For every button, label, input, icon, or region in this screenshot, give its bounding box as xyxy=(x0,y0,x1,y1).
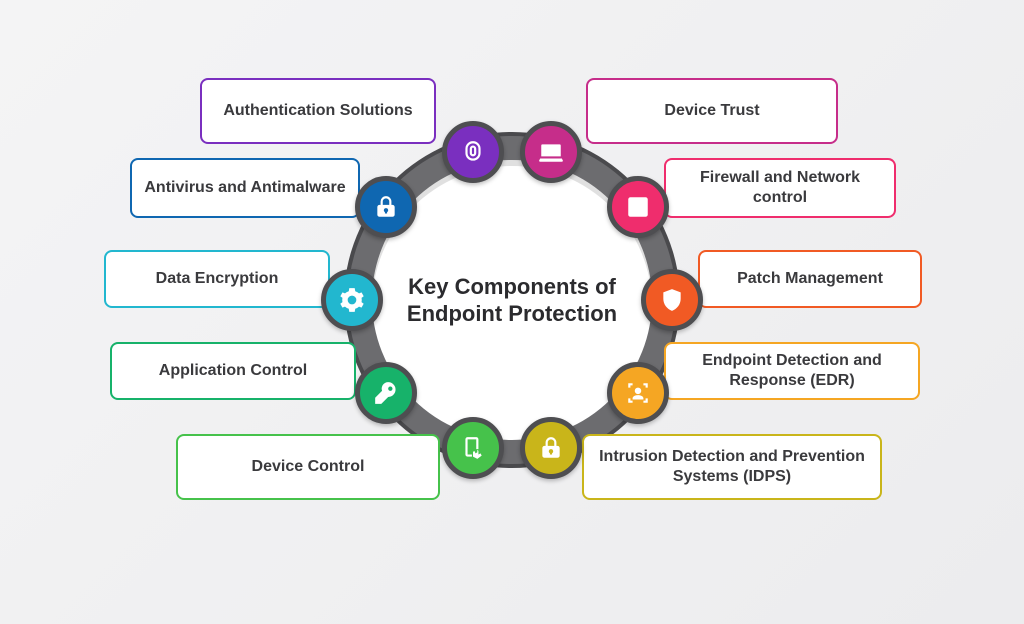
node-auth xyxy=(442,121,504,183)
gear-head-icon xyxy=(339,287,365,313)
fingerprint-icon xyxy=(460,139,486,165)
label-auth: Authentication Solutions xyxy=(200,78,436,144)
label-edr: Endpoint Detection and Response (EDR) xyxy=(664,342,920,400)
node-edr xyxy=(607,362,669,424)
label-antivirus: Antivirus and Antimalware xyxy=(130,158,360,218)
laptop-icon xyxy=(538,139,564,165)
node-encryption xyxy=(321,269,383,331)
label-text-idps: Intrusion Detection and Prevention Syste… xyxy=(594,447,870,487)
label-patch: Patch Management xyxy=(698,250,922,308)
node-patch xyxy=(641,269,703,331)
label-idps: Intrusion Detection and Prevention Syste… xyxy=(582,434,882,500)
label-text-auth: Authentication Solutions xyxy=(223,101,412,121)
label-appcontrol: Application Control xyxy=(110,342,356,400)
node-devcontrol xyxy=(442,417,504,479)
label-text-patch: Patch Management xyxy=(737,269,883,289)
label-text-antivirus: Antivirus and Antimalware xyxy=(144,178,345,198)
label-firewall: Firewall and Network control xyxy=(664,158,896,218)
label-devtrust: Device Trust xyxy=(586,78,838,144)
user-scan-icon xyxy=(625,380,651,406)
label-text-devtrust: Device Trust xyxy=(664,101,759,121)
infographic-stage: Key Components of Endpoint Protection Au… xyxy=(0,0,1024,624)
label-devcontrol: Device Control xyxy=(176,434,440,500)
shield-check-icon xyxy=(659,287,685,313)
label-text-firewall: Firewall and Network control xyxy=(676,168,884,208)
node-devtrust xyxy=(520,121,582,183)
node-appcontrol xyxy=(355,362,417,424)
node-antivirus xyxy=(355,176,417,238)
lock-icon xyxy=(373,194,399,220)
key-icon xyxy=(373,380,399,406)
label-text-edr: Endpoint Detection and Response (EDR) xyxy=(676,351,908,391)
padlock-icon xyxy=(538,435,564,461)
device-hand-icon xyxy=(460,435,486,461)
node-firewall xyxy=(607,176,669,238)
node-idps xyxy=(520,417,582,479)
label-text-devcontrol: Device Control xyxy=(252,457,365,477)
label-text-appcontrol: Application Control xyxy=(159,361,307,381)
label-text-encryption: Data Encryption xyxy=(156,269,279,289)
center-title: Key Components of Endpoint Protection xyxy=(372,273,652,328)
label-encryption: Data Encryption xyxy=(104,250,330,308)
check-box-icon xyxy=(625,194,651,220)
